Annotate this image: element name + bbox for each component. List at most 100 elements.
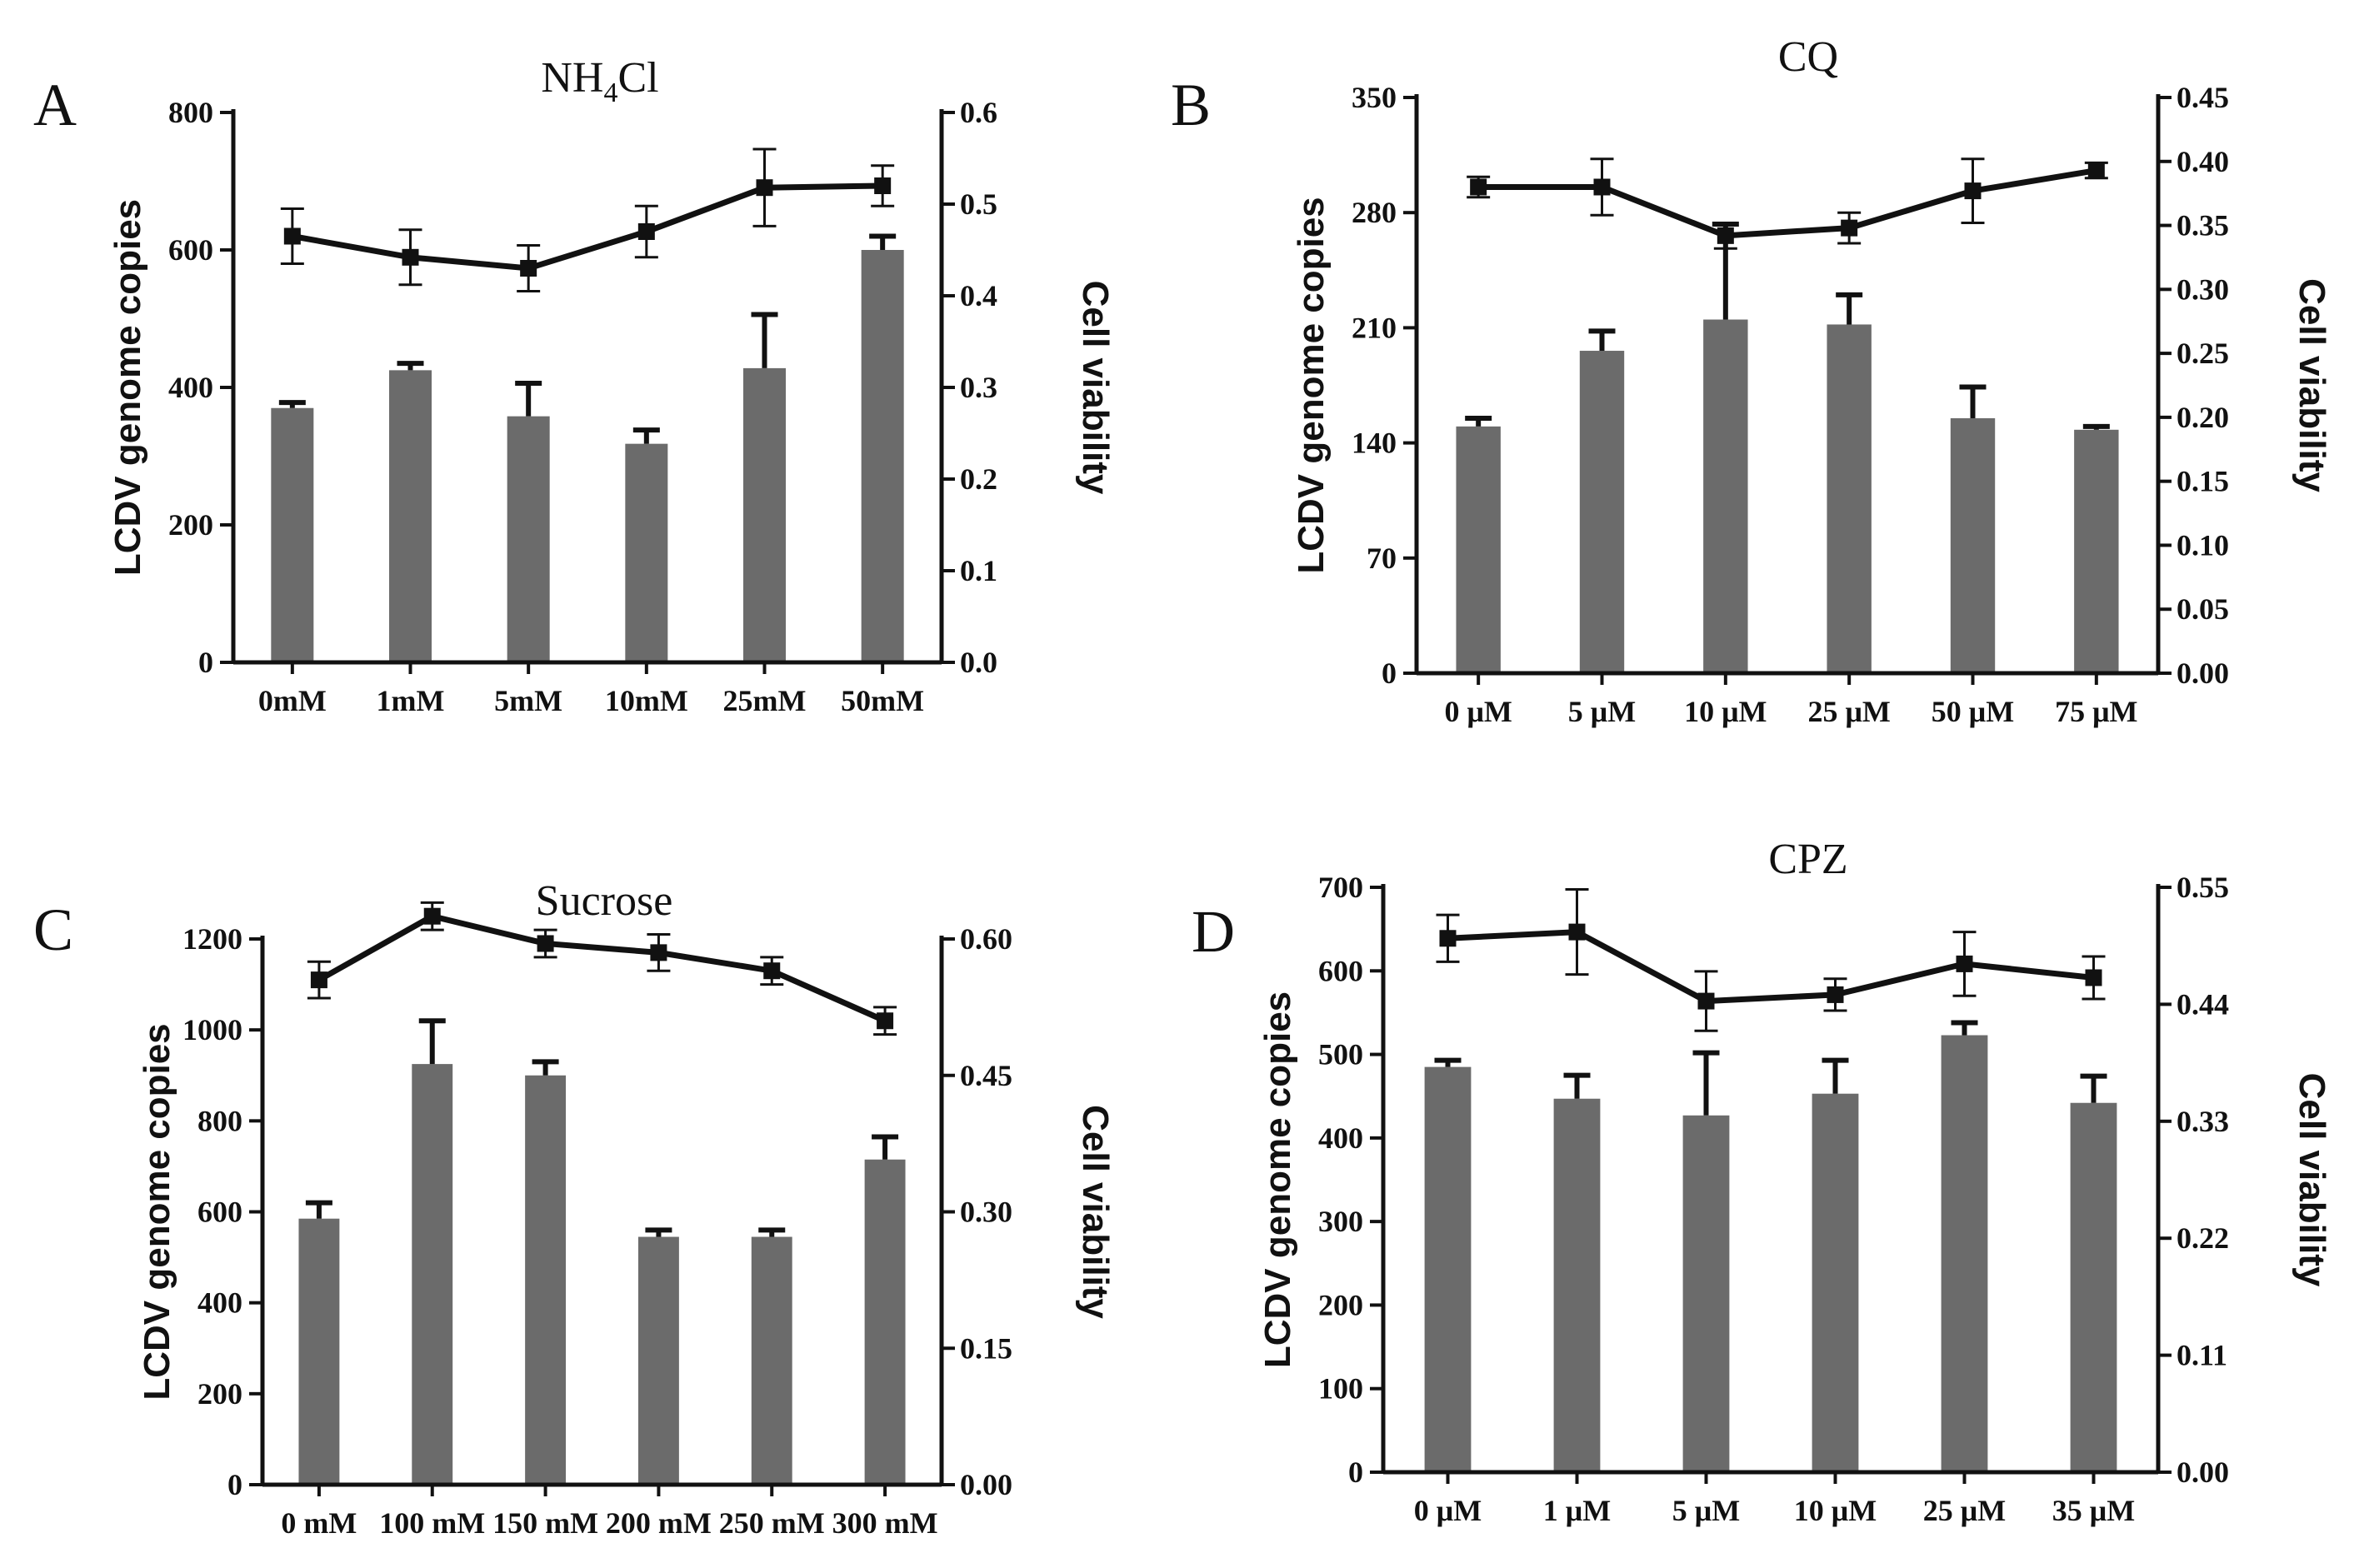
right-axis-label: Cell viability (2292, 1073, 2332, 1287)
panel-letter: A (33, 72, 77, 138)
left-tick-label: 0 (1348, 1456, 1363, 1489)
x-tick-label: 25mM (723, 684, 807, 717)
right-tick-label: 0.60 (960, 922, 1012, 956)
line-point (310, 971, 327, 989)
chart-title-subscript: 4 (603, 77, 617, 108)
x-tick-label: 50 μM (1932, 695, 2014, 728)
left-axis-label: LCDV genome copies (1291, 197, 1332, 573)
x-tick-label: 5 μM (1672, 1494, 1740, 1527)
x-tick-label: 0 μM (1444, 695, 1512, 728)
bar (1682, 1115, 1730, 1472)
x-tick-label: 100 mM (379, 1506, 485, 1540)
x-tick-label: 150 mM (492, 1506, 598, 1540)
viability-line (1447, 929, 2094, 1005)
left-tick-label: 0 (198, 646, 213, 679)
left-tick-label: 0 (1382, 657, 1397, 690)
left-tick-label: 1000 (182, 1013, 242, 1046)
x-tick-label: 0 μM (1414, 1494, 1482, 1527)
left-tick-label: 100 (1318, 1372, 1363, 1406)
x-tick-label: 300 mM (832, 1506, 938, 1540)
line-point (1697, 992, 1715, 1010)
right-tick-label: 0.00 (960, 1468, 1012, 1501)
right-tick-label: 0.35 (2177, 209, 2229, 242)
viability-line (1478, 167, 2097, 239)
left-tick-label: 600 (197, 1196, 242, 1229)
chart-title: Sucrose (536, 877, 673, 925)
line-point (2085, 969, 2102, 986)
bar (1456, 426, 1501, 673)
right-tick-label: 0.40 (2177, 145, 2229, 178)
left-tick-label: 800 (168, 96, 213, 129)
bar (1950, 417, 1996, 673)
line-point (1964, 182, 1982, 200)
viability-line (317, 912, 887, 1024)
x-tick-label: 5 μM (1568, 695, 1636, 728)
x-tick-label: 1mM (377, 684, 445, 717)
left-tick-label: 1200 (182, 922, 242, 956)
right-axis-label: Cell viability (1075, 1105, 1116, 1319)
right-axis-label: Cell viability (1075, 281, 1116, 495)
bar (1579, 351, 1625, 673)
bar (637, 1236, 679, 1485)
right-tick-label: 0.30 (960, 1196, 1012, 1229)
bar (507, 416, 550, 662)
left-tick-label: 300 (1318, 1205, 1363, 1238)
bar (271, 407, 314, 662)
left-tick-label: 350 (1352, 81, 1397, 114)
bar (412, 1064, 453, 1485)
line-point (520, 260, 537, 277)
line-point (537, 935, 554, 952)
bar (751, 1236, 792, 1485)
left-tick-label: 400 (168, 371, 213, 404)
bar (861, 250, 904, 662)
line-point (1470, 178, 1487, 196)
bar (525, 1075, 567, 1485)
panel-c: C Sucrose 0 200 400 600 800 1000 1200 0.00 0.15 0.3… (33, 877, 1116, 1540)
panel-a: A NH4Cl 0 200 400 600 800 0.0 0.1 0.2 0.3 0.4 0.5 0.6… (33, 54, 1116, 717)
line-point (1593, 178, 1611, 196)
x-tick-label: 75 μM (2055, 695, 2137, 728)
left-tick-label: 200 (197, 1377, 242, 1411)
left-tick-label: 210 (1352, 311, 1397, 344)
line-point (283, 227, 301, 245)
right-tick-label: 0.55 (2177, 871, 2229, 904)
line-point (1956, 955, 1973, 972)
right-tick-label: 0.00 (2177, 1456, 2229, 1489)
left-axis-label: LCDV genome copies (137, 1023, 177, 1400)
right-tick-label: 0.10 (2177, 528, 2229, 562)
right-tick-label: 0.1 (960, 554, 997, 587)
bar (1703, 319, 1748, 673)
x-tick-label: 5mM (494, 684, 562, 717)
chart-title-main: NH (541, 54, 603, 102)
left-tick-label: 400 (1318, 1121, 1363, 1155)
bar (1424, 1066, 1472, 1472)
bar (1941, 1035, 1988, 1472)
line-point (402, 248, 419, 266)
x-tick-label: 10 μM (1794, 1494, 1877, 1527)
right-tick-label: 0.3 (960, 371, 997, 404)
right-axis-label: Cell viability (2292, 278, 2332, 492)
line-point (756, 179, 773, 197)
line-point (1717, 227, 1734, 244)
right-tick-label: 0.22 (2177, 1221, 2229, 1255)
bar (2074, 429, 2119, 673)
bar (2070, 1102, 2117, 1472)
x-tick-label: 35 μM (2052, 1494, 2135, 1527)
left-tick-label: 200 (168, 508, 213, 542)
right-tick-label: 0.0 (960, 646, 997, 679)
left-tick-label: 600 (1318, 954, 1363, 987)
line-point (874, 177, 892, 194)
left-tick-label: 200 (1318, 1288, 1363, 1321)
left-tick-label: 400 (197, 1286, 242, 1320)
viability-line (292, 182, 883, 272)
right-tick-label: 0.00 (2177, 657, 2229, 690)
bar (298, 1218, 340, 1485)
right-tick-label: 0.6 (960, 96, 997, 129)
chart-title: CPZ (1768, 836, 1847, 883)
left-tick-label: 600 (168, 233, 213, 267)
right-tick-label: 0.4 (960, 279, 997, 312)
x-tick-label: 250 mM (719, 1506, 825, 1540)
left-tick-label: 800 (197, 1104, 242, 1137)
left-tick-label: 0 (227, 1468, 242, 1501)
